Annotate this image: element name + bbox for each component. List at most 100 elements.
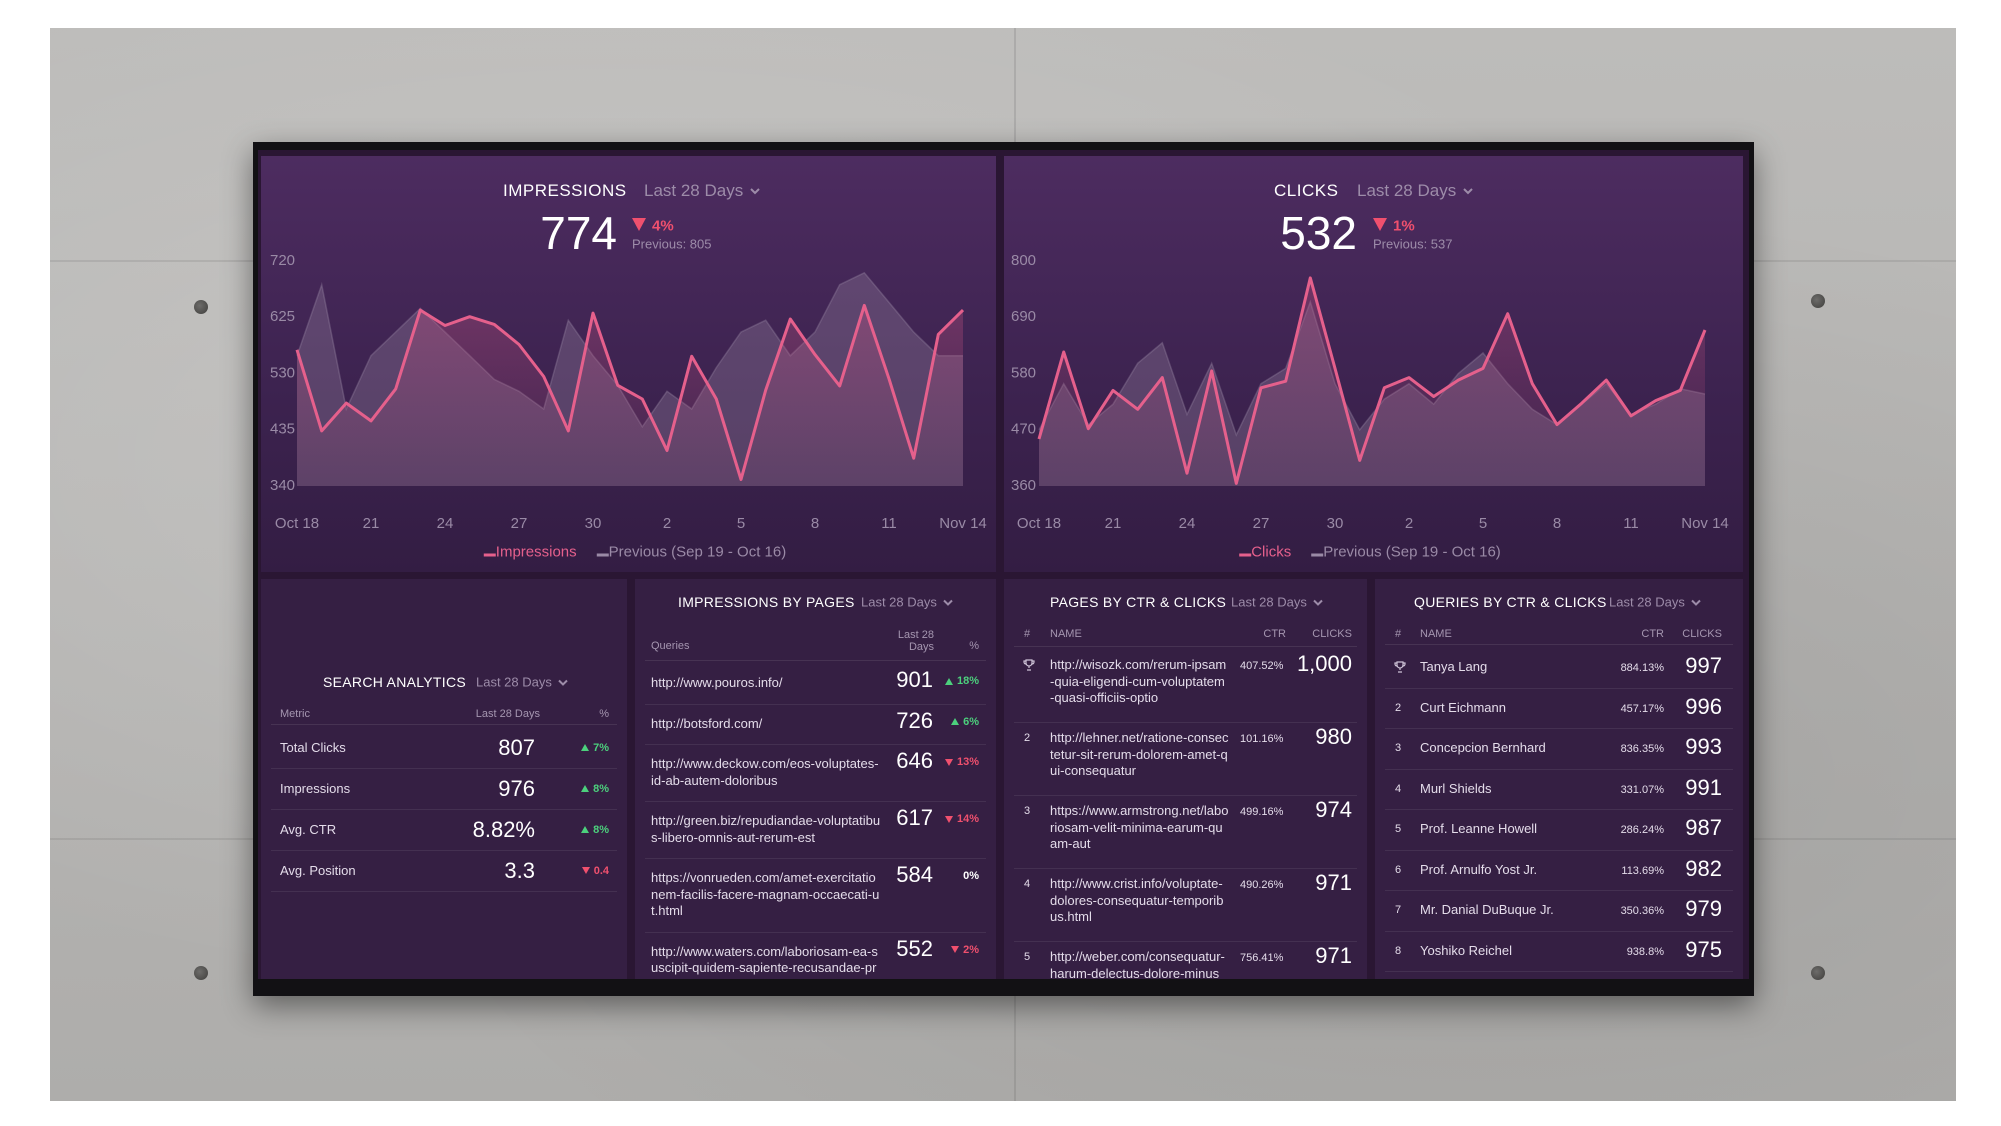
legend-label: Previous (Sep 19 - Oct 16) (1323, 543, 1501, 561)
period-select[interactable]: Last 28 Days (1231, 595, 1324, 610)
period-select[interactable]: Last 28 Days (1609, 595, 1702, 610)
row-change: 13% (944, 756, 979, 768)
period-select[interactable]: Last 28 Days (1357, 181, 1474, 201)
row-change: 7% (581, 742, 609, 754)
period-text: Last 28 Days (861, 594, 937, 610)
table-row: 2 Curt Eichmann 457.17% 996 (1385, 688, 1733, 729)
kpi-value: 532 (1280, 207, 1357, 259)
row-value: 584 (896, 862, 933, 887)
table-row: 7 Mr. Danial DuBuque Jr. 350.36% 979 (1385, 890, 1733, 932)
ctr: 836.35% (1620, 743, 1664, 756)
screw (1811, 966, 1825, 980)
column-header: NAME (1420, 628, 1452, 640)
trend-triangle (632, 218, 646, 231)
column-header: Last 28 Days (475, 708, 540, 720)
row-name: http://wisozk.com/rerum-ipsam-quia-elige… (1050, 657, 1227, 705)
rank: 6 (1395, 863, 1402, 876)
legend-item: Impressions (483, 544, 577, 561)
trend-triangle (944, 815, 953, 823)
impressions-panel (261, 156, 996, 572)
chevron (750, 188, 760, 195)
row-name: http://green.biz/repudiandae-voluptatibu… (651, 813, 881, 845)
period-select[interactable]: Last 28 Days (861, 595, 954, 610)
rank: 5 (1395, 823, 1402, 836)
impressions-by-pages-panel: IMPRESSIONS BY PAGES Last 28 Days Queries L… (635, 579, 996, 979)
row-change: 14% (944, 813, 979, 825)
period-select[interactable]: Last 28 Days (644, 181, 761, 201)
pages-by-ctr-panel: PAGES BY CTR & CLICKS Last 28 Days # NAME CT… (1004, 579, 1367, 979)
trend-arrow (951, 946, 960, 953)
table-row: Tanya Lang 884.13% 997 (1385, 647, 1733, 689)
trend-triangle (581, 744, 590, 751)
table-row: http://green.biz/repudiandae-voluptatibu… (645, 801, 986, 859)
row-change: 8% (581, 824, 609, 836)
period-text: Last 28 Days (476, 674, 552, 690)
rank: 2 (1024, 732, 1031, 744)
table-row: 3 Concepcion Bernhard 836.35% 993 (1385, 728, 1733, 770)
ctr: 490.26% (1240, 879, 1284, 891)
table-row: http://botsford.com/726 6% (645, 704, 986, 745)
row-name: http://www.deckow.com/eos-voluptates-id-… (651, 756, 879, 788)
row-name: Impressions (280, 780, 351, 796)
chart-title: CLICKS (1274, 181, 1339, 200)
table-row: Total Clicks 807 7% (271, 727, 617, 769)
row-name: Murl Shields (1420, 780, 1492, 796)
legend-swatch (1311, 553, 1324, 557)
table-row: 8 Yoshiko Reichel 938.8% 975 (1385, 931, 1733, 972)
chevron-line (558, 679, 568, 686)
clicks: 975 (1685, 936, 1722, 962)
rank: 4 (1395, 782, 1402, 795)
clicks: 996 (1685, 693, 1722, 719)
header-rule (271, 724, 617, 725)
trend-triangle (581, 826, 590, 833)
header-rule (1385, 644, 1733, 645)
trend-arrow (581, 867, 590, 874)
clicks: 997 (1685, 653, 1722, 679)
row-name: Prof. Arnulfo Yost Jr. (1420, 861, 1538, 877)
table-title: SEARCH ANALYTICS (323, 674, 467, 690)
clicks: 974 (1315, 797, 1352, 822)
row-name: http://www.crist.info/voluptate-dolores-… (1050, 876, 1224, 924)
change-text: 0.4 (593, 864, 609, 877)
queries-by-ctr-panel: QUERIES BY CTR & CLICKS Last 28 Days # NAME… (1375, 579, 1743, 979)
table-row: 2 http://lehner.net/ratione-consectetur-s… (1014, 722, 1357, 796)
trend-arrow (1373, 218, 1387, 231)
rank: 2 (1395, 701, 1402, 714)
row-name: Mr. Danial DuBuque Jr. (1420, 902, 1554, 918)
row-name: http://botsford.com/ (651, 715, 763, 731)
row-value: 807 (498, 734, 535, 760)
trend-arrow (581, 744, 590, 751)
ctr: 350.36% (1620, 905, 1664, 918)
column-header: # (1024, 628, 1031, 640)
row-value: 552 (896, 935, 933, 961)
legend-swatch (483, 553, 496, 557)
trend-arrow (944, 758, 953, 766)
column-header: Last 28 Days (897, 629, 934, 653)
table-row: https://vonrueden.com/amet-exercitatione… (645, 858, 986, 933)
screw (194, 300, 208, 314)
column-header: % (969, 640, 979, 652)
row-name: Prof. Leanne Howell (1420, 821, 1538, 837)
change-text: 2% (963, 943, 979, 956)
row-name: Avg. CTR (280, 821, 337, 837)
clicks: 971 (1315, 943, 1352, 968)
ctr: 457.17% (1620, 702, 1664, 715)
period-text: Last 28 Days (1357, 181, 1457, 200)
ctr: 286.24% (1620, 824, 1664, 837)
column-header: CLICKS (1312, 628, 1352, 640)
table-row: Avg. Position 3.3 0.4 (271, 850, 617, 892)
chevron (1691, 599, 1701, 606)
clicks: 991 (1685, 774, 1722, 800)
ctr: 884.13% (1620, 662, 1664, 675)
legend-item: Previous (Sep 19 - Oct 16) (1311, 544, 1501, 561)
row-change: 2% (951, 944, 979, 956)
table-row: http://wisozk.com/rerum-ipsam-quia-elige… (1014, 649, 1357, 723)
trend-arrow (632, 218, 646, 231)
period-select[interactable]: Last 28 Days (476, 675, 569, 690)
trophy-shape (1394, 661, 1406, 673)
table-row: http://www.pouros.info/901 18% (645, 663, 986, 705)
change-text: 14% (956, 813, 979, 825)
row-change: 8% (581, 783, 609, 795)
row-name: http://www.waters.com/laboriosam-ea-susc… (651, 943, 878, 980)
row-value: 901 (896, 667, 933, 692)
